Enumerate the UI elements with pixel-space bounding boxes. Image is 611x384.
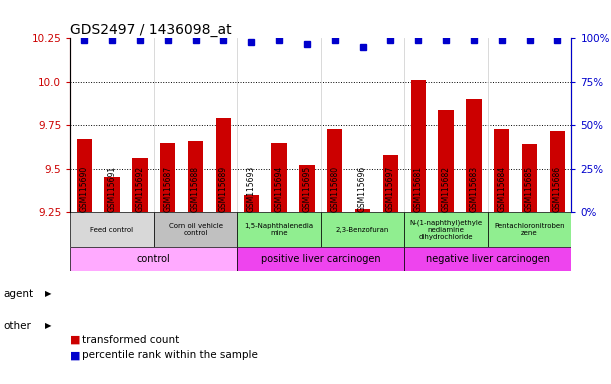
Bar xyxy=(154,212,237,247)
Bar xyxy=(321,212,404,247)
Bar xyxy=(438,110,454,212)
Bar xyxy=(132,158,147,212)
Bar xyxy=(382,155,398,212)
Bar xyxy=(160,143,175,212)
Text: GSM115688: GSM115688 xyxy=(191,166,200,212)
Text: negative liver carcinogen: negative liver carcinogen xyxy=(426,254,550,264)
Bar xyxy=(70,247,237,271)
Bar xyxy=(404,247,571,271)
Text: Corn oil vehicle
control: Corn oil vehicle control xyxy=(169,223,222,236)
Text: ■: ■ xyxy=(70,350,81,360)
Text: control: control xyxy=(137,254,170,264)
Text: GSM115695: GSM115695 xyxy=(302,166,312,212)
Text: Pentachloronitroben
zene: Pentachloronitroben zene xyxy=(494,223,565,236)
Text: positive liver carcinogen: positive liver carcinogen xyxy=(261,254,381,264)
Bar xyxy=(104,177,120,212)
Text: GSM115687: GSM115687 xyxy=(163,166,172,212)
Text: agent: agent xyxy=(3,289,33,299)
Text: GSM115694: GSM115694 xyxy=(274,166,284,212)
Text: GSM115693: GSM115693 xyxy=(247,166,255,212)
Text: ▶: ▶ xyxy=(45,321,51,330)
Text: transformed count: transformed count xyxy=(82,335,180,345)
Text: N-(1-naphthyl)ethyle
nediamine
dihydrochloride: N-(1-naphthyl)ethyle nediamine dihydroch… xyxy=(409,219,483,240)
Bar xyxy=(327,129,342,212)
Text: ▶: ▶ xyxy=(45,289,51,298)
Text: GSM115686: GSM115686 xyxy=(553,166,562,212)
Text: 1,5-Naphthalenedia
mine: 1,5-Naphthalenedia mine xyxy=(244,223,313,236)
Bar xyxy=(216,118,231,212)
Bar xyxy=(550,131,565,212)
Bar xyxy=(411,80,426,212)
Text: GSM115697: GSM115697 xyxy=(386,166,395,212)
Text: GSM115692: GSM115692 xyxy=(136,166,144,212)
Bar xyxy=(404,212,488,247)
Text: Feed control: Feed control xyxy=(90,227,134,233)
Bar xyxy=(237,247,404,271)
Text: ■: ■ xyxy=(70,335,81,345)
Text: 2,3-Benzofuran: 2,3-Benzofuran xyxy=(336,227,389,233)
Bar xyxy=(70,212,154,247)
Text: GSM115680: GSM115680 xyxy=(330,166,339,212)
Bar xyxy=(466,99,481,212)
Bar xyxy=(488,212,571,247)
Text: GSM115683: GSM115683 xyxy=(469,166,478,212)
Text: GSM115682: GSM115682 xyxy=(442,166,450,212)
Text: GSM115684: GSM115684 xyxy=(497,166,506,212)
Text: GSM115690: GSM115690 xyxy=(79,166,89,212)
Text: GSM115681: GSM115681 xyxy=(414,166,423,212)
Bar xyxy=(76,139,92,212)
Bar xyxy=(237,212,321,247)
Bar xyxy=(188,141,203,212)
Text: GSM115696: GSM115696 xyxy=(358,166,367,212)
Bar xyxy=(244,195,259,212)
Bar xyxy=(522,144,537,212)
Bar xyxy=(299,165,315,212)
Text: other: other xyxy=(3,321,31,331)
Bar xyxy=(271,143,287,212)
Text: GDS2497 / 1436098_at: GDS2497 / 1436098_at xyxy=(70,23,232,37)
Bar xyxy=(494,129,510,212)
Text: percentile rank within the sample: percentile rank within the sample xyxy=(82,350,258,360)
Text: GSM115689: GSM115689 xyxy=(219,166,228,212)
Bar xyxy=(355,209,370,212)
Text: GSM115685: GSM115685 xyxy=(525,166,534,212)
Text: GSM115691: GSM115691 xyxy=(108,166,117,212)
